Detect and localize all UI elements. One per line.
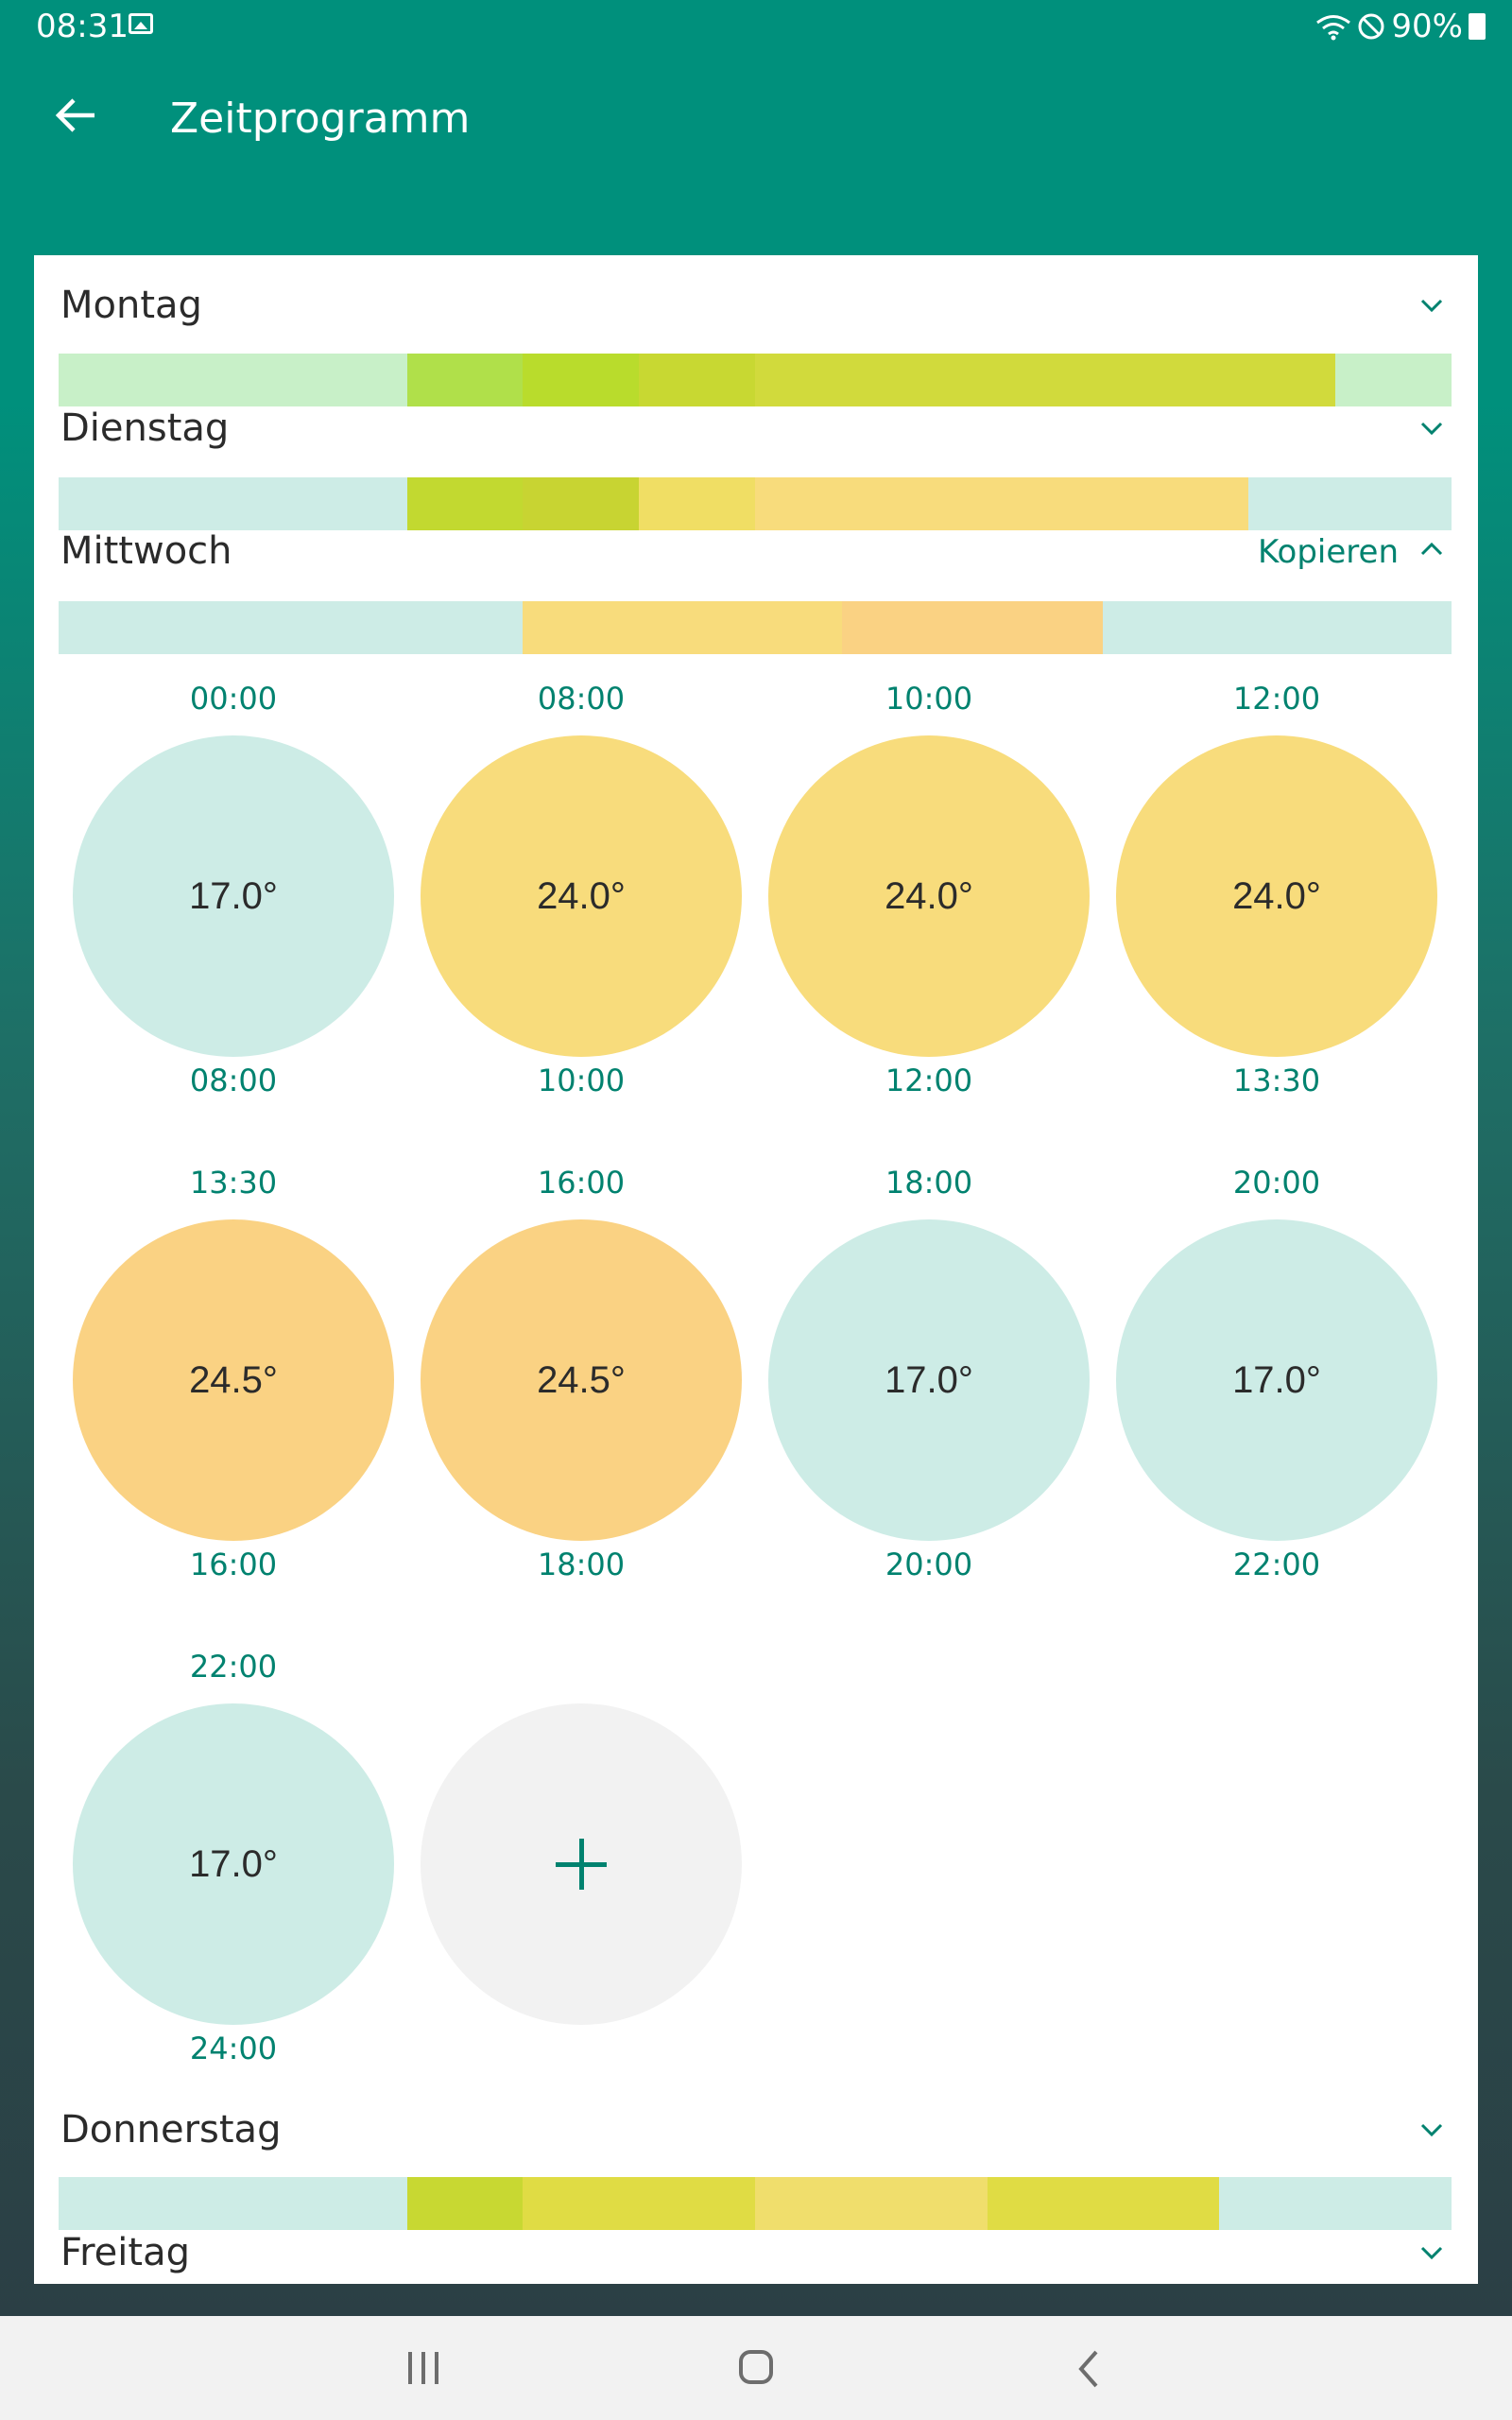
temperature-slot[interactable]: 17.0° (768, 1219, 1090, 1541)
arrow-left-icon[interactable] (51, 91, 100, 140)
do-not-disturb-icon (1358, 13, 1384, 40)
slot-temperature: 24.0° (1232, 874, 1321, 917)
chevron-down-icon[interactable] (1419, 2240, 1444, 2265)
bar-segment (523, 354, 640, 406)
day-bar-montag (59, 354, 1452, 406)
page-title: Zeitprogramm (170, 95, 471, 143)
slot-start-time: 08:00 (537, 681, 626, 717)
slot-end-time: 08:00 (189, 1063, 278, 1098)
slot-end-time: 20:00 (885, 1547, 973, 1582)
bar-segment (523, 601, 843, 654)
slot-temperature: 24.0° (885, 874, 973, 917)
temperature-slot[interactable]: 24.5° (421, 1219, 742, 1541)
day-bar-mittwoch (59, 601, 1452, 654)
bar-segment (523, 477, 640, 530)
plus-icon (556, 1839, 607, 1890)
app-bar: Zeitprogramm (0, 53, 1512, 185)
slot-end-time: 24:00 (189, 2031, 278, 2066)
temperature-slot[interactable]: 24.5° (73, 1219, 394, 1541)
status-time: 08:31 (36, 8, 129, 45)
slot-start-time: 18:00 (885, 1165, 973, 1201)
temperature-slot[interactable]: 24.0° (1116, 735, 1437, 1057)
temperature-slot[interactable]: 24.0° (421, 735, 742, 1057)
slot-start-time: 12:00 (1232, 681, 1321, 717)
temperature-slot[interactable]: 17.0° (73, 1703, 394, 2025)
bar-segment (406, 477, 524, 530)
bar-segment (754, 2177, 988, 2230)
slot-start-time: 22:00 (189, 1649, 278, 1685)
day-name: Freitag (60, 2231, 190, 2274)
bar-segment (523, 2177, 755, 2230)
bar-segment (406, 354, 524, 406)
schedule-card: Montag Dienstag Mittwoch Kopieren 00:00 1… (34, 255, 1478, 2284)
slot-temperature: 17.0° (189, 874, 278, 917)
slot-end-time: 16:00 (189, 1547, 278, 1582)
slot-temperature: 17.0° (189, 1842, 278, 1885)
chevron-down-icon[interactable] (1419, 293, 1444, 318)
battery-text: 90% (1391, 8, 1463, 45)
bar-segment (406, 2177, 524, 2230)
image-icon (129, 13, 153, 34)
bar-segment (59, 2177, 407, 2230)
temperature-slot[interactable]: 24.0° (768, 735, 1090, 1057)
slot-end-time: 18:00 (537, 1547, 626, 1582)
slot-temperature: 24.5° (189, 1358, 278, 1401)
chevron-up-icon[interactable] (1419, 537, 1444, 562)
bar-segment (639, 477, 755, 530)
slot-end-time: 13:30 (1232, 1063, 1321, 1098)
temperature-slot[interactable]: 17.0° (1116, 1219, 1437, 1541)
chevron-down-icon[interactable] (1419, 416, 1444, 441)
temperature-slot[interactable]: 17.0° (73, 735, 394, 1057)
slot-start-time: 20:00 (1232, 1165, 1321, 1201)
bar-segment (754, 354, 1336, 406)
bar-segment (987, 2177, 1220, 2230)
day-bar-donnerstag (59, 2177, 1452, 2230)
slot-temperature: 17.0° (1232, 1358, 1321, 1401)
slot-end-time: 10:00 (537, 1063, 626, 1098)
slot-start-time: 16:00 (537, 1165, 626, 1201)
copy-button[interactable]: Kopieren (1257, 533, 1399, 571)
bar-segment (754, 477, 1249, 530)
bar-segment (1248, 477, 1452, 530)
bar-segment (59, 601, 524, 654)
slot-temperature: 24.0° (537, 874, 626, 917)
back-icon[interactable] (1074, 2348, 1102, 2390)
slot-start-time: 13:30 (189, 1165, 278, 1201)
chevron-down-icon[interactable] (1419, 2118, 1444, 2142)
slot-start-time: 00:00 (189, 681, 278, 717)
home-icon[interactable] (739, 2350, 773, 2384)
slot-end-time: 22:00 (1232, 1547, 1321, 1582)
battery-icon (1469, 13, 1486, 40)
navigation-bar (0, 2316, 1512, 2420)
bar-segment (842, 601, 1104, 654)
bar-segment (1103, 601, 1452, 654)
bar-segment (59, 354, 407, 406)
recent-apps-icon[interactable] (404, 2352, 442, 2384)
day-name: Donnerstag (60, 2108, 282, 2152)
bar-segment (1219, 2177, 1452, 2230)
day-name: Mittwoch (60, 529, 232, 573)
bar-segment (639, 354, 755, 406)
slot-temperature: 24.5° (537, 1358, 626, 1401)
bar-segment (1335, 354, 1452, 406)
status-bar: 08:31 90% (0, 0, 1512, 53)
slot-start-time: 10:00 (885, 681, 973, 717)
day-name: Dienstag (60, 406, 230, 450)
day-name: Montag (60, 284, 202, 327)
add-slot-button[interactable] (421, 1703, 742, 2025)
bar-segment (59, 477, 407, 530)
slot-end-time: 12:00 (885, 1063, 973, 1098)
status-icons: 90% (1315, 8, 1486, 45)
wifi-icon (1316, 15, 1351, 41)
day-bar-dienstag (59, 477, 1452, 530)
slot-temperature: 17.0° (885, 1358, 973, 1401)
